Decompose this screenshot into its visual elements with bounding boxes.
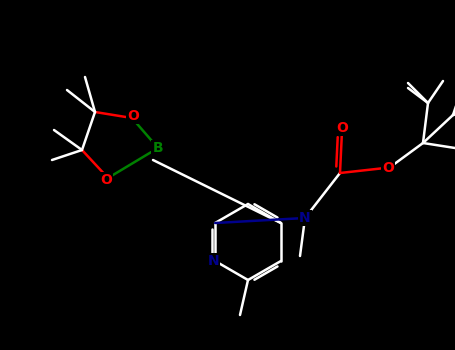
Text: O: O bbox=[100, 173, 112, 187]
Text: N: N bbox=[299, 211, 311, 225]
Text: N: N bbox=[207, 254, 219, 268]
Text: B: B bbox=[153, 141, 163, 155]
Text: O: O bbox=[336, 121, 348, 135]
Text: O: O bbox=[127, 109, 139, 123]
Text: O: O bbox=[382, 161, 394, 175]
